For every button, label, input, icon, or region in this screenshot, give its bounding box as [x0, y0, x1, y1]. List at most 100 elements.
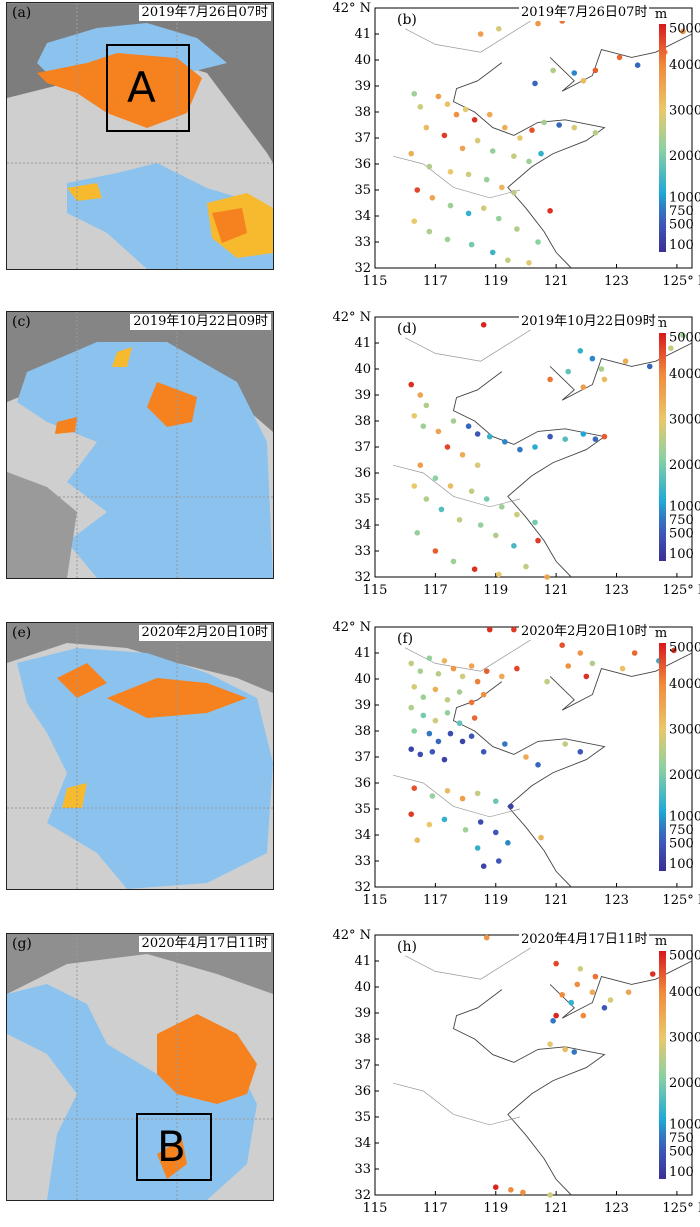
station-point: [468, 663, 475, 669]
station-point: [634, 62, 641, 68]
coastline: [452, 62, 606, 269]
station-point: [668, 345, 674, 351]
station-map-f: 115 117 119 121 123 125° E 42° N 41 40 39 38 37 36 35…: [327, 619, 700, 919]
station-point: [417, 668, 424, 674]
station-point: [492, 1184, 499, 1190]
station-point: [550, 67, 556, 74]
station-point: [499, 184, 505, 191]
panel-label: (f): [397, 631, 414, 647]
station-point: [535, 762, 541, 768]
fog-cloud-image-g: [7, 934, 273, 1200]
station-point: [547, 1041, 553, 1047]
station-point: [499, 504, 505, 510]
station-point: [565, 663, 572, 669]
province-border: [405, 629, 548, 672]
colorbar-tick-label: 750: [669, 513, 694, 528]
y-tick-label: 36: [354, 776, 371, 791]
station-point: [432, 686, 439, 693]
satellite-panel-a: (a) 2019年7月26日07时 A: [6, 2, 274, 270]
station-point: [465, 171, 472, 178]
station-point: [616, 54, 623, 61]
y-tick-label: 41: [354, 954, 371, 969]
x-tick-label: 117: [423, 1201, 448, 1216]
y-tick-label: 38: [354, 1032, 371, 1047]
y-tick-label: 42° N: [332, 310, 371, 325]
station-point: [447, 483, 454, 489]
station-point: [411, 684, 418, 690]
station-point: [671, 647, 677, 654]
colorbar-tick-label: 3000: [669, 104, 700, 119]
station-point: [492, 798, 499, 804]
fog-cloud-image-a: [7, 3, 273, 269]
station-point: [411, 218, 418, 224]
station-point: [502, 741, 508, 747]
colorbar-tick-label: 1000: [669, 499, 700, 514]
station-point: [631, 650, 638, 656]
y-tick-label: 42° N: [332, 928, 371, 943]
station-point: [480, 322, 487, 328]
province-border: [393, 774, 521, 818]
panel-timestamp: 2020年2月20日10时: [138, 625, 271, 641]
station-point: [583, 673, 590, 680]
station-point: [571, 1049, 578, 1055]
station-point: [417, 104, 424, 110]
station-point: [495, 215, 502, 222]
station-point: [474, 790, 481, 797]
x-tick-label: 125° E: [662, 274, 700, 289]
station-point: [474, 431, 481, 437]
coastline: [549, 652, 693, 711]
station-point: [426, 655, 433, 661]
station-point: [462, 827, 469, 833]
station-scatter-d: 115 117 119 121 123 125° E 42° N 41 40 39 38 37 36 35…: [332, 310, 700, 598]
x-tick-label: 115: [363, 274, 388, 289]
station-point: [592, 436, 599, 442]
station-point: [459, 738, 466, 745]
station-point: [444, 444, 451, 450]
x-tick-label: 117: [423, 583, 448, 598]
province-border: [393, 1082, 521, 1126]
x-tick-label: 119: [483, 893, 508, 908]
y-tick-label: 38: [354, 414, 371, 429]
station-point: [432, 717, 439, 724]
panel-timestamp: 2020年4月17日11时: [519, 932, 650, 948]
colorbar-tick-label: 3000: [669, 723, 700, 738]
station-point: [592, 130, 599, 136]
station-point: [568, 999, 575, 1006]
y-tick-label: 41: [354, 27, 371, 42]
colorbar-tick-label: 500: [669, 1145, 694, 1160]
station-map-d: 115 117 119 121 123 125° E 42° N 41 40 39 38 37 36 35…: [327, 309, 700, 609]
station-point: [523, 563, 529, 570]
station-point: [492, 532, 499, 539]
station-scatter-f: 115 117 119 121 123 125° E 42° N 41 40 39 38 37 36 35…: [332, 620, 700, 908]
region-box-b: [136, 1113, 212, 1181]
station-point: [547, 376, 553, 383]
station-point: [589, 989, 596, 995]
colorbar-tick-label: 100: [669, 547, 694, 562]
station-point: [580, 78, 587, 84]
station-point: [577, 749, 584, 755]
panel-label: (h): [397, 939, 417, 955]
station-point: [423, 402, 430, 409]
station-point: [556, 122, 562, 128]
station-point: [649, 971, 656, 977]
station-point: [550, 1018, 556, 1024]
station-point: [532, 80, 538, 87]
x-tick-label: 125° E: [662, 1201, 700, 1216]
station-point: [429, 793, 436, 799]
colorbar-unit: m: [655, 626, 667, 641]
station-point: [544, 678, 550, 685]
station-point: [589, 355, 596, 362]
station-point: [471, 715, 478, 721]
x-tick-label: 121: [544, 1201, 569, 1216]
station-point: [450, 665, 457, 672]
panel-timestamp: 2020年2月20日10时: [519, 624, 650, 640]
station-point: [477, 819, 484, 825]
colorbar-tick-label: 5000: [669, 331, 700, 346]
station-point: [680, 28, 686, 35]
colorbar-tick-label: 100: [669, 238, 694, 253]
station-point: [541, 119, 547, 126]
station-point: [411, 91, 418, 97]
panel-label: (g): [12, 936, 32, 952]
station-point: [495, 571, 502, 578]
station-point: [441, 658, 448, 664]
